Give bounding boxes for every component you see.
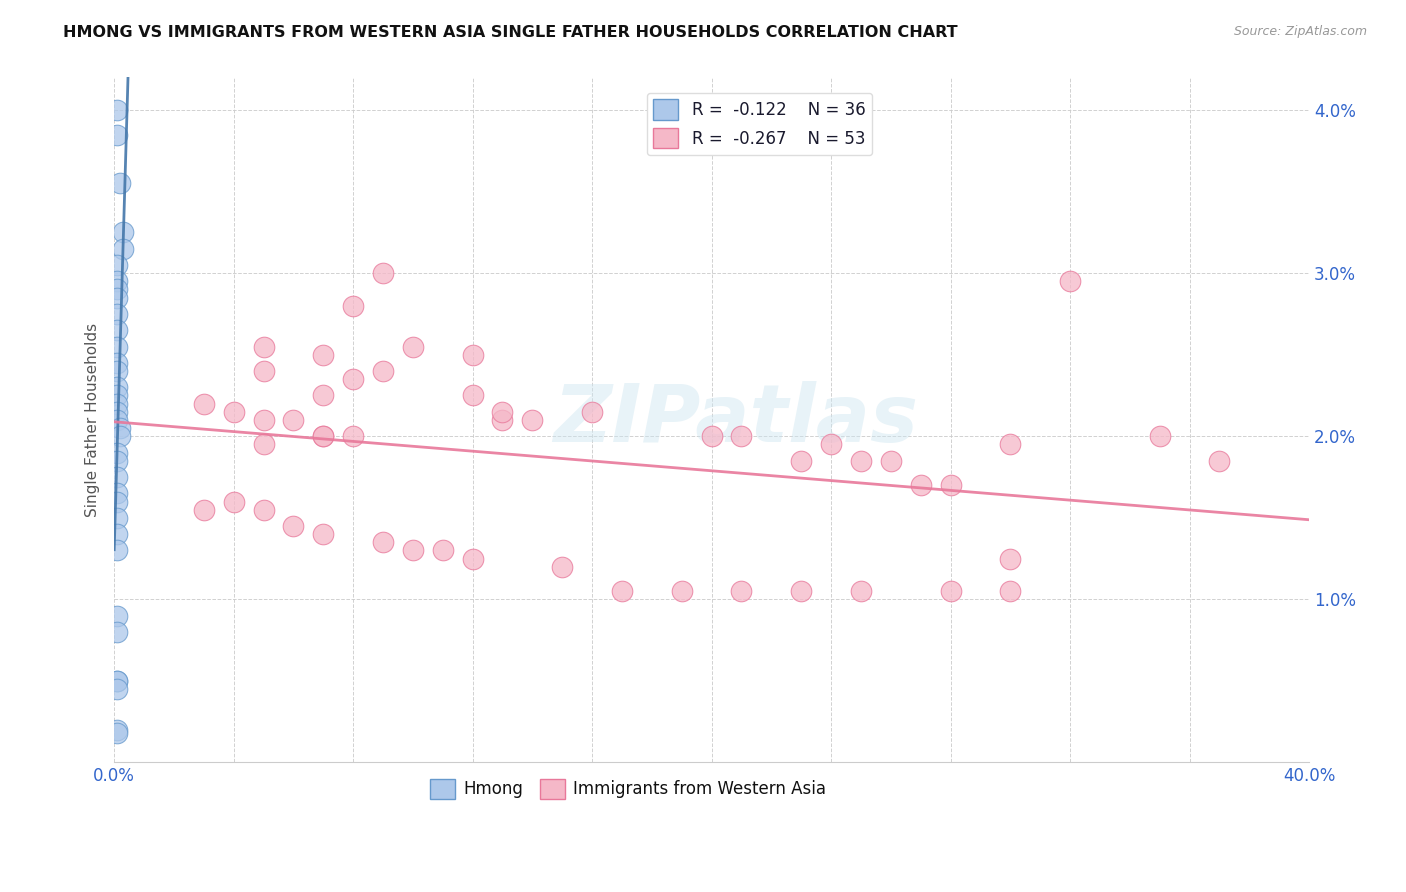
- Point: [371, 535, 394, 549]
- Point: [252, 437, 274, 451]
- Point: [491, 413, 513, 427]
- Point: [105, 291, 128, 305]
- Point: [283, 519, 305, 533]
- Point: [222, 405, 245, 419]
- Point: [730, 429, 752, 443]
- Legend: Hmong, Immigrants from Western Asia: Hmong, Immigrants from Western Asia: [423, 772, 832, 805]
- Point: [402, 543, 425, 558]
- Point: [112, 226, 135, 240]
- Point: [108, 421, 131, 435]
- Text: Source: ZipAtlas.com: Source: ZipAtlas.com: [1233, 25, 1367, 38]
- Point: [105, 608, 128, 623]
- Point: [193, 397, 215, 411]
- Point: [105, 307, 128, 321]
- Point: [939, 584, 962, 599]
- Point: [105, 388, 128, 402]
- Point: [252, 364, 274, 378]
- Point: [342, 299, 364, 313]
- Point: [105, 726, 128, 740]
- Point: [105, 673, 128, 688]
- Point: [105, 413, 128, 427]
- Point: [671, 584, 693, 599]
- Point: [581, 405, 603, 419]
- Point: [105, 323, 128, 337]
- Point: [105, 527, 128, 541]
- Y-axis label: Single Father Households: Single Father Households: [86, 323, 100, 517]
- Point: [342, 429, 364, 443]
- Point: [105, 405, 128, 419]
- Point: [1208, 454, 1230, 468]
- Point: [105, 397, 128, 411]
- Point: [820, 437, 842, 451]
- Point: [312, 429, 335, 443]
- Point: [491, 405, 513, 419]
- Point: [105, 274, 128, 288]
- Point: [105, 673, 128, 688]
- Point: [432, 543, 454, 558]
- Point: [342, 372, 364, 386]
- Point: [105, 723, 128, 737]
- Point: [108, 177, 131, 191]
- Point: [105, 103, 128, 117]
- Text: ZIPatlas: ZIPatlas: [553, 381, 918, 459]
- Point: [252, 340, 274, 354]
- Point: [105, 624, 128, 639]
- Point: [461, 388, 484, 402]
- Point: [105, 486, 128, 500]
- Point: [105, 454, 128, 468]
- Point: [252, 413, 274, 427]
- Point: [283, 413, 305, 427]
- Point: [105, 283, 128, 297]
- Point: [790, 454, 813, 468]
- Point: [105, 681, 128, 696]
- Point: [105, 543, 128, 558]
- Point: [222, 494, 245, 508]
- Point: [108, 429, 131, 443]
- Point: [105, 356, 128, 370]
- Point: [551, 559, 574, 574]
- Point: [1149, 429, 1171, 443]
- Point: [402, 340, 425, 354]
- Point: [193, 502, 215, 516]
- Point: [105, 445, 128, 459]
- Point: [461, 348, 484, 362]
- Point: [312, 527, 335, 541]
- Point: [105, 494, 128, 508]
- Point: [312, 429, 335, 443]
- Point: [371, 266, 394, 280]
- Point: [522, 413, 544, 427]
- Point: [105, 258, 128, 272]
- Point: [461, 551, 484, 566]
- Point: [880, 454, 903, 468]
- Point: [849, 584, 872, 599]
- Point: [105, 380, 128, 394]
- Point: [105, 128, 128, 142]
- Point: [610, 584, 633, 599]
- Point: [105, 511, 128, 525]
- Point: [700, 429, 723, 443]
- Point: [105, 340, 128, 354]
- Point: [1000, 584, 1022, 599]
- Point: [1000, 551, 1022, 566]
- Point: [105, 470, 128, 484]
- Point: [1000, 437, 1022, 451]
- Point: [939, 478, 962, 492]
- Point: [849, 454, 872, 468]
- Text: HMONG VS IMMIGRANTS FROM WESTERN ASIA SINGLE FATHER HOUSEHOLDS CORRELATION CHART: HMONG VS IMMIGRANTS FROM WESTERN ASIA SI…: [63, 25, 957, 40]
- Point: [730, 584, 752, 599]
- Point: [910, 478, 932, 492]
- Point: [312, 348, 335, 362]
- Point: [371, 364, 394, 378]
- Point: [105, 364, 128, 378]
- Point: [790, 584, 813, 599]
- Point: [112, 242, 135, 256]
- Point: [252, 502, 274, 516]
- Point: [312, 388, 335, 402]
- Point: [1059, 274, 1081, 288]
